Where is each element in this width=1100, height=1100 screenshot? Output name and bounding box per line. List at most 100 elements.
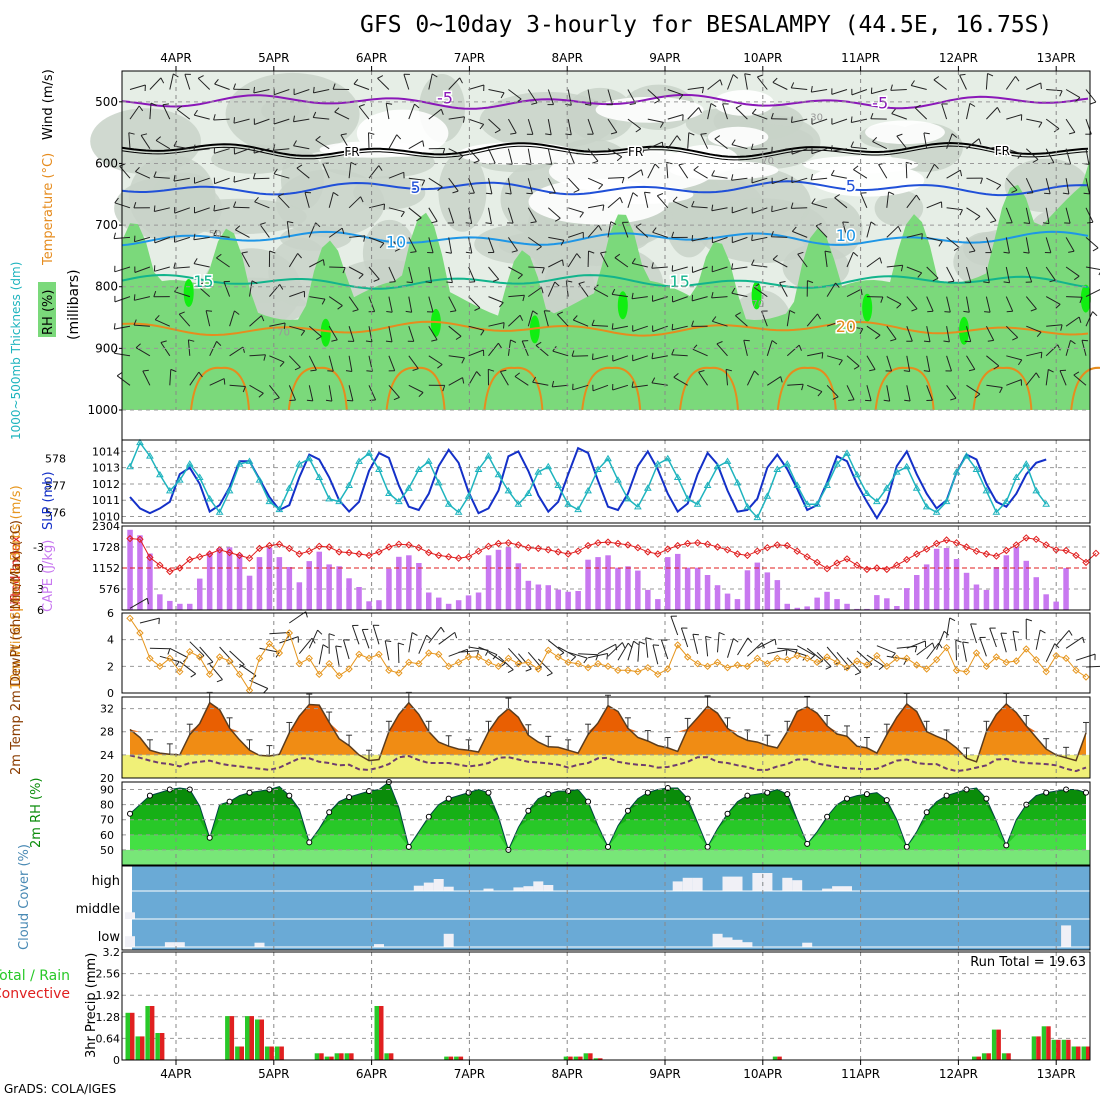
wind-barb xyxy=(986,384,1003,388)
wind-barb xyxy=(485,222,492,225)
temperature-tick: 32 xyxy=(100,703,114,716)
wind10-barb xyxy=(906,640,926,649)
wind-barb xyxy=(304,192,310,208)
wind-barb xyxy=(1036,331,1042,338)
wind-barb xyxy=(332,83,336,90)
run-total-label: Run Total = 19.63 xyxy=(970,955,1086,970)
wind-barb xyxy=(621,177,625,184)
lifted-index-point xyxy=(664,545,672,553)
precip-convective-bar xyxy=(458,1056,464,1060)
wind-barb xyxy=(235,229,250,238)
wind-barb xyxy=(692,348,708,357)
wind-barb xyxy=(198,371,203,378)
cape-bar xyxy=(704,575,711,610)
wind10-barb xyxy=(946,617,951,638)
thickness-tick: 578 xyxy=(45,453,66,466)
rh-point xyxy=(346,794,353,801)
wind-barb xyxy=(259,222,266,225)
wind10-barb xyxy=(621,642,626,649)
thickness-point xyxy=(653,460,662,467)
thickness-point xyxy=(574,505,583,513)
thickness-point xyxy=(813,500,822,507)
wind-barb xyxy=(631,292,634,299)
wind-barb xyxy=(162,104,171,120)
wind-barb xyxy=(744,73,748,90)
wind-speed-tick: 6 xyxy=(107,607,114,620)
wind-barb xyxy=(846,355,860,367)
wind-speed-point xyxy=(325,659,333,668)
wind-barb xyxy=(313,89,330,94)
wind-barb xyxy=(346,399,353,402)
wind-barb xyxy=(966,207,981,217)
thickness-tick: 577 xyxy=(45,480,66,493)
wind10-barb xyxy=(298,637,313,655)
precip-convective-bar xyxy=(259,1019,264,1060)
wind-barb xyxy=(791,148,808,155)
wind-barb xyxy=(273,118,290,125)
thickness-point xyxy=(773,465,782,472)
wind-speed-point xyxy=(126,614,134,623)
lifted-index-point xyxy=(574,547,582,555)
wind-barb xyxy=(468,148,480,161)
wind-barb xyxy=(641,149,645,156)
wind-barb xyxy=(691,236,708,242)
wind-barb xyxy=(233,176,235,183)
thickness-point xyxy=(175,476,184,483)
cloud-high-bar xyxy=(842,886,852,891)
wind-barb xyxy=(672,296,688,303)
wind10-barb xyxy=(692,633,699,636)
wind-barb xyxy=(525,163,532,165)
wind-barb xyxy=(425,281,432,284)
wind-barb xyxy=(316,336,322,341)
wind-barb xyxy=(418,392,424,398)
wind-barb xyxy=(193,258,198,264)
cape-bar xyxy=(655,599,661,610)
wind-barb xyxy=(592,353,594,360)
wind-barb xyxy=(547,89,554,105)
rh-legend-swatch xyxy=(38,282,56,337)
wind-barb xyxy=(710,103,717,108)
wind-barb xyxy=(985,266,990,283)
wind10-barb xyxy=(733,638,739,643)
wind-barb xyxy=(1026,351,1042,357)
lifted-index-point xyxy=(723,546,732,554)
wind-barb xyxy=(193,148,210,152)
lifted-index-point xyxy=(773,541,781,549)
wind10-barb xyxy=(351,625,360,645)
wind-barb xyxy=(556,314,569,327)
wind-barb xyxy=(293,89,310,96)
wind10-barb xyxy=(527,651,542,668)
cape-bar xyxy=(714,585,721,610)
cloud-high-bar xyxy=(782,877,793,891)
cape-bar xyxy=(993,567,1000,610)
thickness-tick: 576 xyxy=(45,506,66,519)
wind-barb xyxy=(1045,266,1056,281)
wind-barb xyxy=(933,76,940,81)
wind10-barb xyxy=(587,653,608,659)
wind-barb xyxy=(532,310,538,315)
wind-barb xyxy=(527,118,534,135)
wind-barb xyxy=(1083,192,1090,195)
wind-barb xyxy=(984,311,991,313)
wind-barb xyxy=(562,259,564,266)
rh-gray-region xyxy=(498,229,629,260)
wind-barb xyxy=(592,160,599,164)
wind-barb xyxy=(1005,207,1013,223)
wind-barb xyxy=(296,164,303,169)
wind-barb xyxy=(503,322,505,329)
wind-barb xyxy=(233,177,250,183)
wind10-barb xyxy=(1039,629,1046,634)
wind-barb xyxy=(667,89,684,96)
wind-barb xyxy=(714,138,728,150)
thickness-point xyxy=(434,478,443,486)
precip-convective-bar xyxy=(249,1016,254,1060)
wind-barb xyxy=(369,399,376,401)
lifted-index-point xyxy=(893,561,901,569)
wind-barb xyxy=(214,177,230,185)
wind10-barb xyxy=(692,634,699,654)
wind-barb xyxy=(946,266,955,282)
cape-bar xyxy=(645,589,651,610)
wind10-barb xyxy=(398,642,405,646)
cape-bar xyxy=(127,529,133,610)
wind-barb xyxy=(951,133,958,138)
